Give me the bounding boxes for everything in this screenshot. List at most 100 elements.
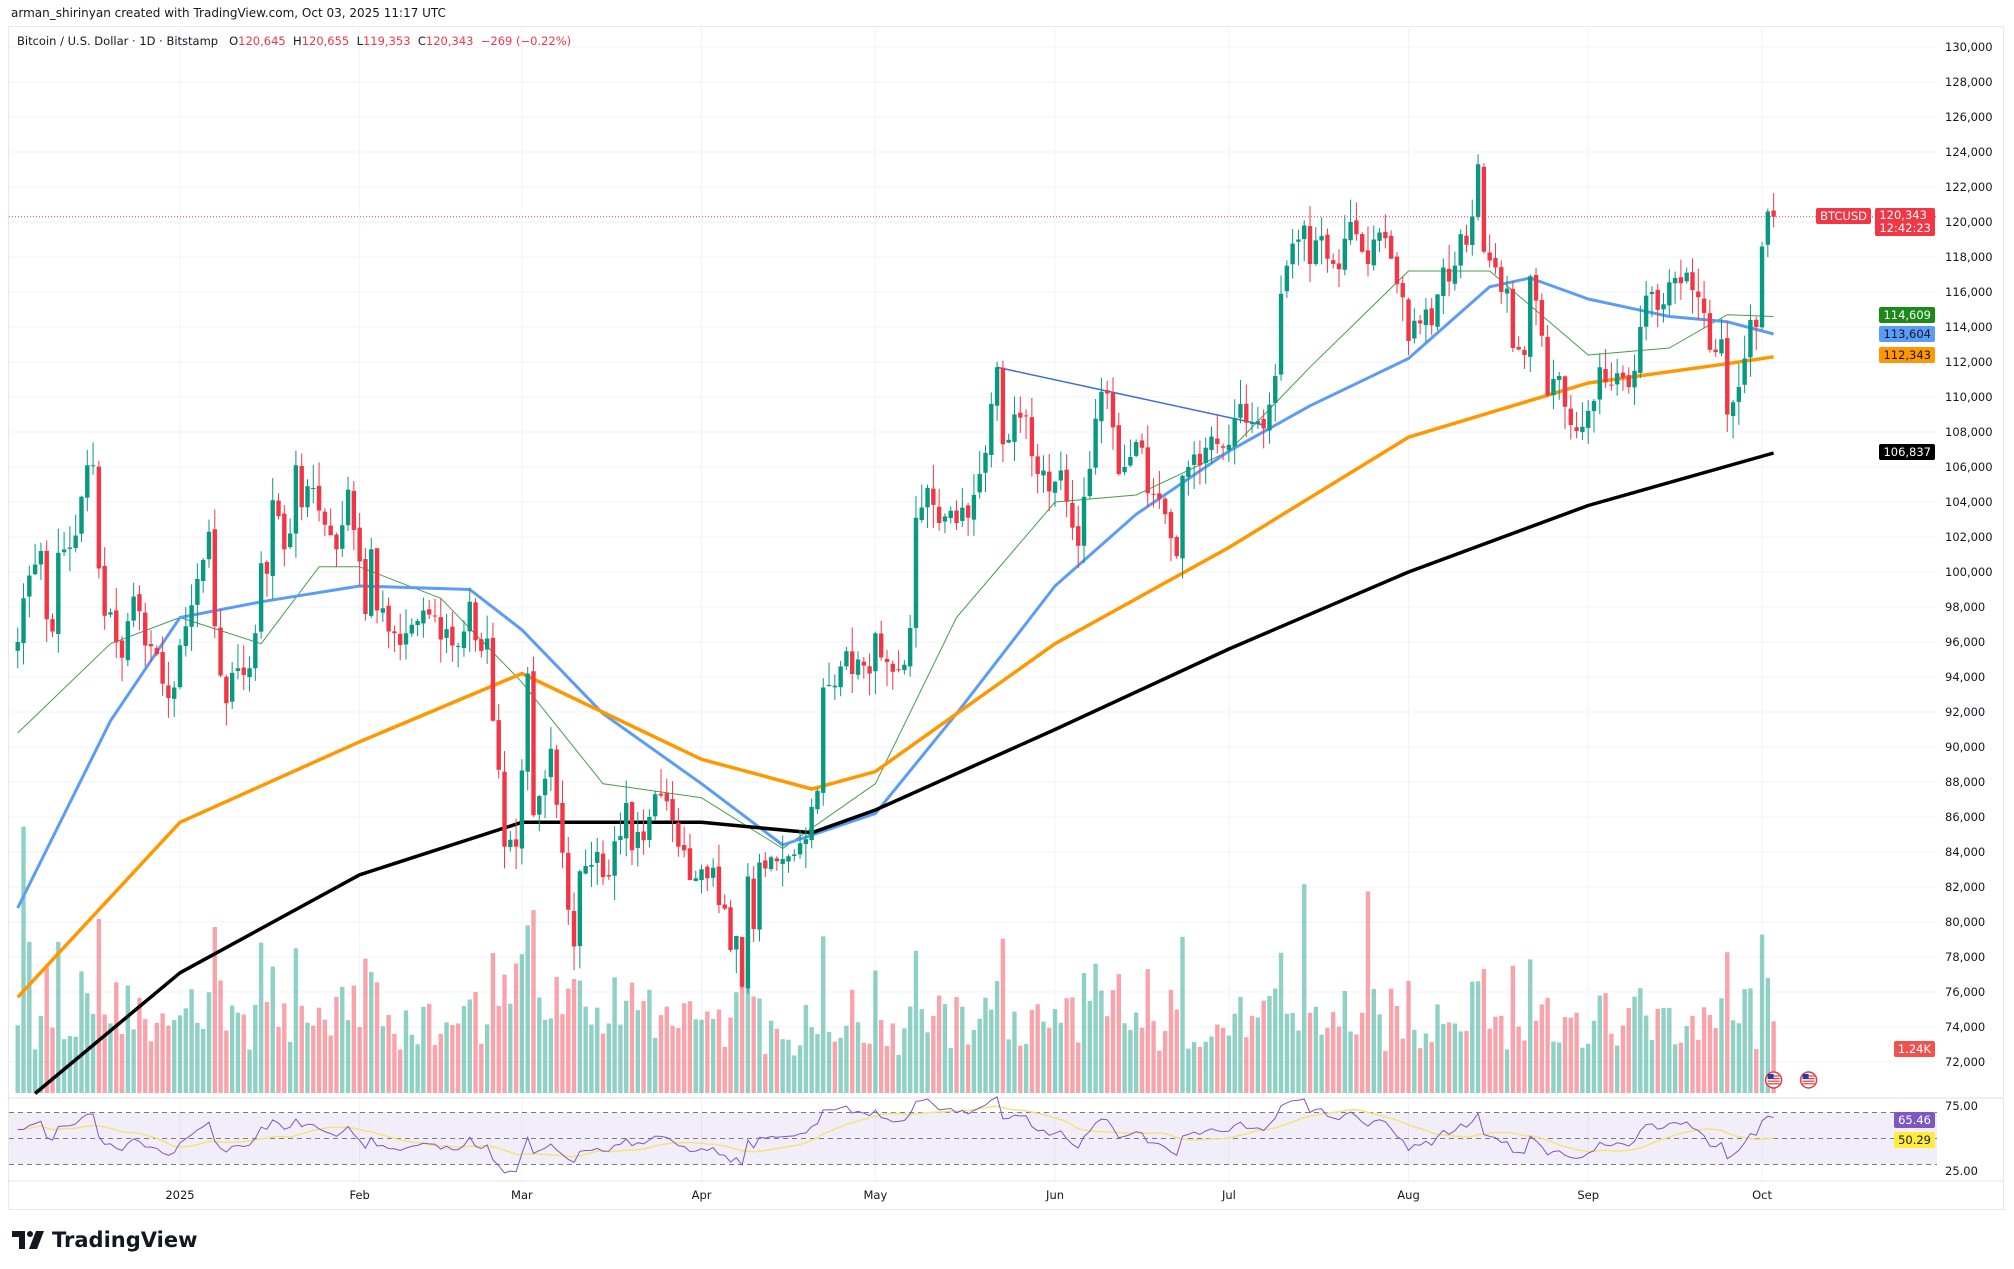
candle	[21, 583, 26, 665]
candle	[1429, 298, 1434, 336]
candle	[681, 826, 687, 858]
candle	[768, 855, 774, 872]
candle	[1516, 336, 1521, 351]
candle-body	[884, 658, 890, 663]
candle	[299, 453, 304, 521]
candle-body	[172, 687, 177, 699]
volume-bar	[965, 1044, 971, 1093]
volume-bar	[1655, 1008, 1660, 1093]
candle-body	[374, 548, 380, 611]
candle-body	[421, 610, 426, 624]
candle-body	[1145, 447, 1150, 494]
candle-body	[664, 793, 669, 802]
volume-bar	[351, 985, 357, 1093]
volume-bar	[1690, 1015, 1695, 1093]
volume-bar	[131, 1029, 136, 1093]
candle	[560, 780, 565, 869]
high-label: H	[293, 34, 302, 48]
volume-bar	[1151, 1021, 1156, 1093]
candle	[763, 852, 768, 877]
candle-body	[282, 513, 287, 550]
candle-body	[137, 594, 142, 612]
candle-body	[1400, 283, 1405, 298]
candle	[641, 809, 646, 855]
volume-bar	[1435, 1004, 1440, 1093]
candle-body	[1162, 498, 1168, 515]
volume-bar	[1383, 1050, 1388, 1093]
candle-body	[415, 620, 420, 625]
candle	[1672, 271, 1678, 304]
candle	[525, 666, 530, 791]
time-tick-label: 2025	[165, 1188, 194, 1202]
ma50-tag: 113,604	[1879, 326, 1935, 342]
candle-body	[386, 605, 391, 632]
candle	[1377, 227, 1382, 253]
candle	[1499, 260, 1504, 304]
candle	[971, 474, 977, 536]
volume-bar	[119, 1034, 125, 1093]
volume-bar	[566, 988, 571, 1093]
price-tick-label: 102,000	[1945, 530, 1993, 544]
volume-bar	[618, 1024, 623, 1093]
volume-bar	[850, 989, 855, 1093]
volume-bar	[1626, 1008, 1631, 1093]
volume-bar	[1290, 1012, 1295, 1093]
candle	[531, 656, 536, 817]
volume-bar	[983, 997, 988, 1093]
open-label: O	[229, 34, 239, 48]
candle-body	[1093, 418, 1098, 468]
candle-body	[1672, 278, 1678, 284]
us-flag-icon[interactable]	[1764, 1071, 1783, 1089]
volume-bar	[461, 1005, 467, 1093]
volume-bar	[1180, 936, 1185, 1093]
candle	[1058, 451, 1064, 491]
tradingview-logo[interactable]: TradingView	[12, 1228, 197, 1252]
volume-bar	[878, 1020, 884, 1093]
candle	[803, 827, 809, 868]
candle-body	[305, 486, 310, 508]
volume-bar	[438, 1033, 443, 1093]
candle-body	[380, 608, 386, 613]
candle-body	[589, 864, 594, 867]
price-tick-label: 72,000	[1945, 1055, 1985, 1069]
candle-body	[1475, 164, 1481, 217]
volume-bar	[1267, 996, 1272, 1093]
candle-body	[287, 533, 293, 548]
candle-body	[1435, 294, 1440, 327]
volume-bar	[1273, 988, 1278, 1093]
candle-body	[1609, 384, 1614, 386]
candle	[983, 445, 988, 493]
candle	[311, 464, 316, 504]
candle	[1504, 275, 1510, 313]
candle-body	[751, 878, 756, 929]
candle	[1446, 244, 1452, 297]
candle	[386, 597, 391, 649]
candle-body	[1499, 267, 1504, 292]
candle	[1191, 441, 1197, 490]
candle	[913, 495, 919, 648]
volume-bar	[861, 1042, 867, 1093]
volume-bar	[1278, 952, 1284, 1093]
candle	[826, 662, 832, 687]
candle-body	[705, 866, 710, 879]
volume-bar	[148, 1041, 154, 1093]
flag-canton	[1802, 1074, 1809, 1079]
volume-bar	[936, 995, 942, 1093]
candle	[1284, 260, 1290, 298]
candle	[1180, 474, 1185, 579]
candle	[1249, 402, 1255, 434]
candle	[1649, 286, 1655, 317]
time-tick-label: Aug	[1397, 1188, 1419, 1202]
volume-bar	[606, 1023, 612, 1093]
candle	[450, 611, 455, 662]
volume-bar	[531, 910, 536, 1093]
candle	[519, 759, 525, 865]
candle	[96, 461, 102, 579]
candle-body	[1383, 232, 1388, 239]
symbol-title[interactable]: Bitcoin / U.S. Dollar · 1D · Bitstamp	[17, 34, 219, 48]
us-flag-icon[interactable]	[1799, 1071, 1818, 1089]
volume-bar	[96, 919, 102, 1093]
volume-bar	[1429, 1042, 1434, 1093]
volume-bar	[1661, 1008, 1666, 1093]
